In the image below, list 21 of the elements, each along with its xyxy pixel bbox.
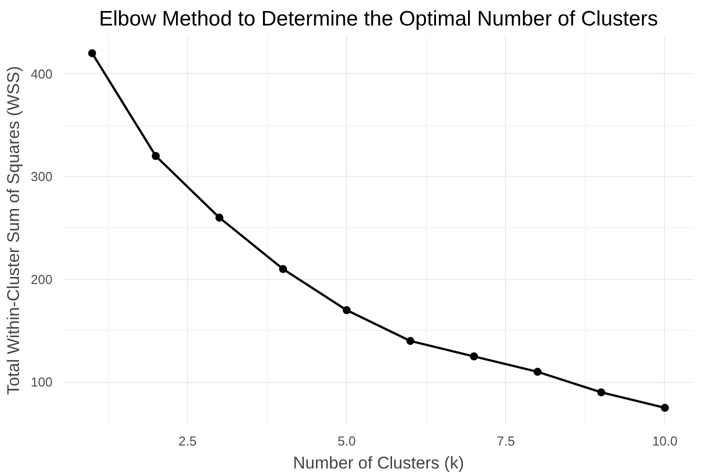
y-tick-label: 400 [30,66,53,82]
point [215,214,224,222]
point [660,404,669,412]
point [152,152,160,160]
point [470,352,478,360]
point [597,388,606,396]
point [534,368,542,376]
y-tick-label: 200 [30,272,53,287]
y-tick-label: 300 [30,169,53,184]
point [88,49,96,58]
y-tick-label: 100 [30,374,53,390]
chart-title: Elbow Method to Determine the Optimal Number of Clusters [98,8,658,30]
point [342,306,351,314]
x-tick-label: 2.5 [178,434,197,448]
x-tick-label: 10.0 [652,434,678,448]
point [406,336,414,345]
x-axis-title: Number of Clusters (k) [293,454,464,472]
point [279,265,288,274]
x-tick-label: 7.5 [496,434,515,448]
x-tick-label: 5.0 [338,434,356,448]
y-axis-title: Total Within-Cluster Sum of Squares (WSS) [4,66,23,395]
